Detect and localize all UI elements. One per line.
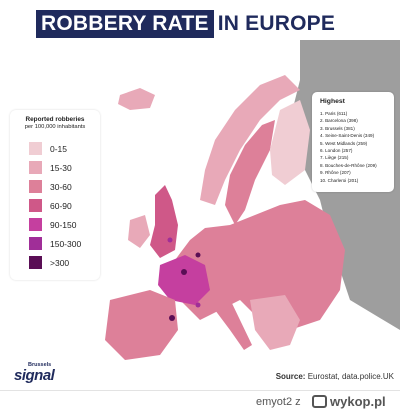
legend-swatch bbox=[29, 180, 42, 193]
highest-item: 10. Charleroi (201) bbox=[320, 177, 359, 183]
uk-region bbox=[150, 185, 178, 258]
footer-site[interactable]: wykop.pl bbox=[330, 394, 386, 409]
logo-top-text: Brussels bbox=[28, 362, 52, 368]
legend-label: 15-30 bbox=[50, 162, 72, 173]
legend-label: 90-150 bbox=[50, 219, 77, 230]
footer-bar: emyot2 z wykop.pl bbox=[0, 390, 400, 414]
legend-item: 30-60 bbox=[29, 180, 72, 193]
infographic: ROBBERY RATE IN EUROPE Repor bbox=[8, 10, 400, 384]
highest-item: 1. Paris (611) bbox=[320, 111, 348, 116]
legend-swatch bbox=[29, 142, 42, 155]
highest-item: 4. Seine-Saint-Denis (349) bbox=[320, 133, 375, 139]
ireland-region bbox=[128, 215, 150, 248]
legend-swatch bbox=[29, 218, 42, 231]
highest-item: 7. Liège (215) bbox=[320, 155, 349, 161]
highest-item: 5. West Midlands (259) bbox=[320, 140, 368, 146]
legend-swatch bbox=[29, 237, 42, 250]
source-note: Source: Eurostat, data.police.UK bbox=[276, 372, 394, 381]
marseille-hotspot bbox=[195, 302, 201, 308]
highest-item: 2. Barcelona (398) bbox=[320, 118, 358, 124]
paris-hotspot bbox=[181, 269, 187, 275]
legend-swatch bbox=[29, 199, 42, 212]
finland-region bbox=[270, 100, 310, 185]
iberia-region bbox=[105, 290, 178, 360]
legend-item: 60-90 bbox=[29, 199, 72, 212]
highest-item: 8. Bouches-de-Rhône (209) bbox=[320, 162, 377, 168]
legend-label: 30-60 bbox=[50, 181, 72, 192]
highest-box: Highest 1. Paris (611) 2. Barcelona (398… bbox=[312, 92, 394, 192]
legend-label: 0-15 bbox=[50, 143, 68, 154]
footer-user[interactable]: emyot2 z bbox=[256, 396, 301, 408]
logo-main-text: signal bbox=[14, 367, 55, 384]
page-title: ROBBERY RATE IN EUROPE bbox=[36, 10, 335, 38]
legend: Reported robberies per 100,000 inhabitan… bbox=[10, 110, 100, 280]
wykop-logo[interactable]: wykop.pl bbox=[312, 394, 386, 409]
legend-item: 0-15 bbox=[29, 142, 67, 155]
highest-item: 6. London (257) bbox=[320, 148, 353, 154]
source-label: Source: bbox=[275, 372, 306, 381]
legend-title: Reported robberies bbox=[25, 116, 85, 123]
brussels-hotspot bbox=[195, 252, 201, 258]
footer-separator: z bbox=[295, 396, 301, 408]
legend-item: 150-300 bbox=[29, 237, 81, 250]
legend-label: >300 bbox=[50, 257, 70, 268]
title-highlight: ROBBERY RATE bbox=[36, 10, 214, 38]
wykop-icon bbox=[312, 395, 327, 408]
highest-title: Highest bbox=[320, 98, 345, 105]
highest-item: 9. Rhône (207) bbox=[320, 170, 351, 176]
legend-label: 150-300 bbox=[50, 238, 82, 249]
title-rest: IN EUROPE bbox=[217, 12, 336, 35]
london-hotspot bbox=[167, 237, 173, 243]
legend-label: 60-90 bbox=[50, 200, 72, 211]
source-text: Eurostat, data.police.UK bbox=[307, 372, 394, 381]
italy-region bbox=[215, 290, 252, 350]
legend-swatch bbox=[29, 161, 42, 174]
legend-item: 15-30 bbox=[29, 161, 72, 174]
legend-subtitle: per 100,000 inhabitants bbox=[24, 124, 86, 130]
norway-region bbox=[200, 75, 300, 205]
balkans-region bbox=[250, 295, 300, 350]
continent-region bbox=[170, 200, 345, 330]
legend-swatch bbox=[29, 256, 42, 269]
legend-item: 90-150 bbox=[29, 218, 76, 231]
france-region bbox=[158, 255, 210, 305]
footer-username[interactable]: emyot2 bbox=[256, 396, 293, 408]
iceland-region bbox=[118, 88, 155, 110]
legend-item: >300 bbox=[29, 256, 69, 269]
highest-list: 1. Paris (611) 2. Barcelona (398) 3. Bru… bbox=[320, 110, 377, 184]
brussels-signal-logo: Brussels signal bbox=[8, 362, 68, 384]
highest-item: 3. Brussels (381) bbox=[320, 125, 355, 131]
sweden-region bbox=[225, 120, 275, 225]
barcelona-hotspot bbox=[169, 315, 175, 321]
